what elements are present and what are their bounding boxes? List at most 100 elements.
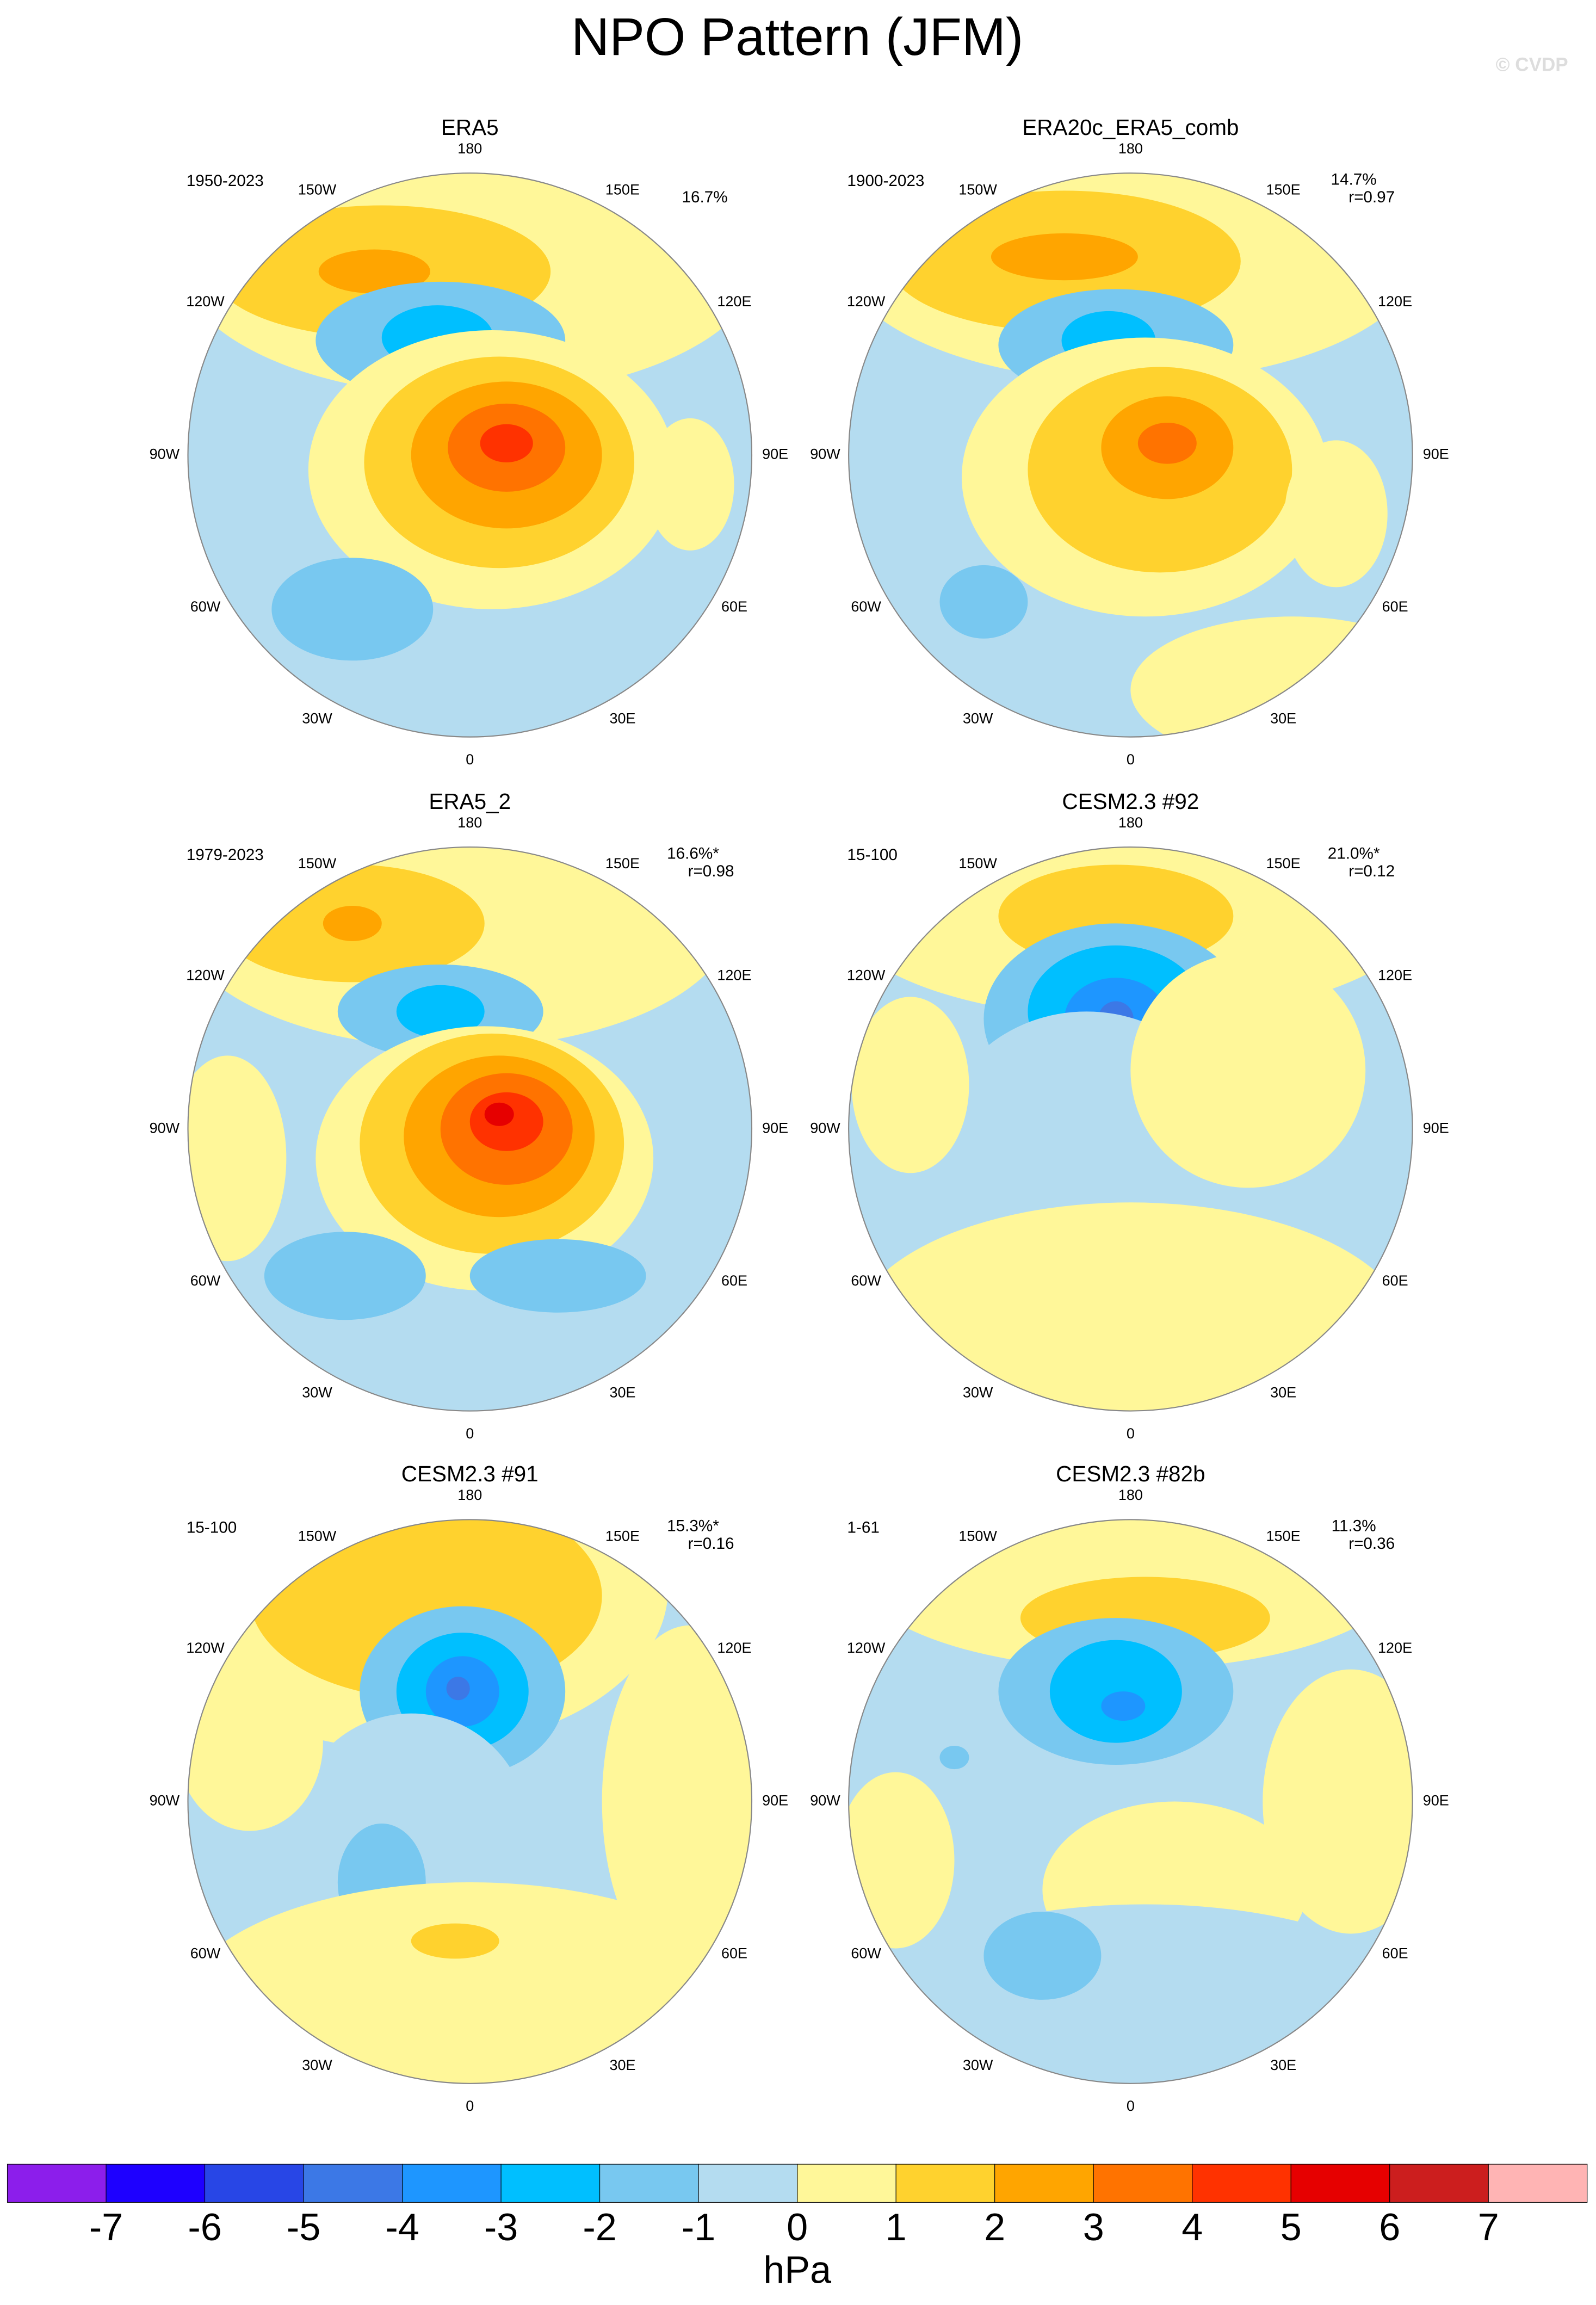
colorbar-label: 6 [1379,2205,1400,2248]
map-panel: CESM2.3 #91 15-100 15.3%*r=0.16 180 150E 120E… [150,1461,789,2114]
contour-region [851,1904,1413,2084]
colorbar-box [599,2164,699,2203]
longitude-label: 30E [609,1385,635,1401]
variance-label: 14.7% [1331,170,1377,188]
longitude-label: 90W [810,1120,840,1136]
contour-region [396,985,485,1038]
contour-region [1137,423,1197,464]
longitude-label: 120E [1378,293,1412,310]
panel-title: CESM2.3 #82b [1056,1461,1205,1486]
map-field [849,173,1413,737]
contour-region [991,233,1138,281]
contour-region [646,418,734,551]
longitude-label: 30E [609,710,635,727]
correlation-label: r=0.12 [1348,862,1395,880]
colorbar-label: 1 [886,2205,907,2248]
longitude-label: 120W [186,967,225,984]
longitude-label: 120E [717,293,751,310]
contour-region [1284,440,1388,588]
colorbar-box [402,2164,502,2203]
panel-title: ERA20c_ERA5_comb [1022,115,1239,140]
colorbar-label: 7 [1478,2205,1499,2248]
longitude-label: 60W [851,598,881,615]
longitude-label: 120W [847,967,886,984]
map-outline [187,1519,753,2084]
longitude-label: 60W [851,1945,881,1961]
colorbar-box [1192,2164,1291,2203]
variance-label: 11.3% [1332,1517,1376,1535]
longitude-label: 150E [605,855,640,872]
longitude-label: 30W [963,2057,993,2073]
longitude-label: 180 [457,140,482,157]
longitude-label: 0 [466,1425,474,1442]
colorbar-label: -6 [188,2205,221,2248]
longitude-label: 150E [1266,181,1301,197]
map-panel: ERA5 1950-2023 16.7% 180 150E 120E 90E 60E 30E 0 3… [150,115,789,768]
period-label: 15-100 [847,846,897,864]
contour-region [484,1102,514,1126]
correlation-label: r=0.16 [688,1535,734,1553]
colorbar-box [500,2164,601,2203]
longitude-label: 180 [1118,814,1143,831]
colorbar-box [698,2164,798,2203]
longitude-label: 120W [847,1640,886,1656]
map-field [849,847,1413,1411]
longitude-label: 90W [150,1793,180,1809]
map-panel: CESM2.3 #82b 1-61 11.3%r=0.36 180 150E 120E 90… [810,1461,1449,2114]
map-panel: ERA5_2 1979-2023 16.6%*r=0.98 180 150E 120E 90… [150,789,789,1442]
longitude-label: 60W [851,1272,881,1289]
longitude-label: 0 [1127,751,1135,768]
panel-title: CESM2.3 #92 [1062,789,1199,814]
colorbar-label: 4 [1181,2205,1203,2248]
longitude-label: 30E [1270,710,1296,727]
longitude-label: 90W [150,1120,180,1136]
colorbar-box [7,2164,107,2203]
map-panel: ERA20c_ERA5_comb 1900-2023 14.7%r=0.97 180 1… [810,115,1449,768]
map-outline [848,846,1413,1412]
longitude-label: 150E [1266,855,1301,872]
longitude-label: 0 [466,751,474,768]
contour-region [264,1232,426,1320]
map-panel: CESM2.3 #92 15-100 21.0%*r=0.12 180 150E 120E… [810,789,1449,1442]
longitude-label: 30W [963,710,993,727]
contour-region [1130,616,1413,737]
colorbar-label: -2 [583,2205,616,2248]
longitude-label: 30W [302,1385,332,1401]
longitude-label: 90E [1423,1120,1449,1136]
map-field [188,847,752,1411]
contour-region [983,1911,1102,2000]
contour-region [188,1055,287,1262]
period-label: 1900-2023 [847,172,924,190]
longitude-label: 60W [190,1272,221,1289]
longitude-label: 30E [609,2057,635,2073]
longitude-label: 180 [1118,1487,1143,1503]
colorbar-box [1290,2164,1390,2203]
longitude-label: 60E [721,1945,747,1961]
correlation-label: r=0.97 [1348,188,1395,206]
longitude-label: 90E [762,446,788,462]
colorbar-label: 0 [787,2205,808,2248]
colorbar-box [895,2164,995,2203]
colorbar-box [1093,2164,1193,2203]
longitude-label: 30E [1270,2057,1296,2073]
longitude-label: 90E [762,1793,788,1809]
colorbar-box [797,2164,896,2203]
longitude-label: 60W [190,598,221,615]
map-outline [848,172,1413,738]
contour-region [851,997,969,1173]
colorbar-box [1389,2164,1489,2203]
longitude-label: 90E [1423,446,1449,462]
colorbar-box [1488,2164,1588,2203]
panel-title: CESM2.3 #91 [401,1461,539,1486]
longitude-label: 90W [810,446,840,462]
longitude-label: 180 [457,1487,482,1503]
map-outline [848,1519,1413,2084]
watermark: © CVDP [1496,54,1568,75]
longitude-label: 120E [717,967,751,984]
contour-region [446,1677,470,1701]
figure-title: NPO Pattern (JFM) [571,7,1023,66]
longitude-label: 90E [762,1120,788,1136]
longitude-label: 120E [1378,1640,1412,1656]
contour-region [1049,1640,1182,1743]
